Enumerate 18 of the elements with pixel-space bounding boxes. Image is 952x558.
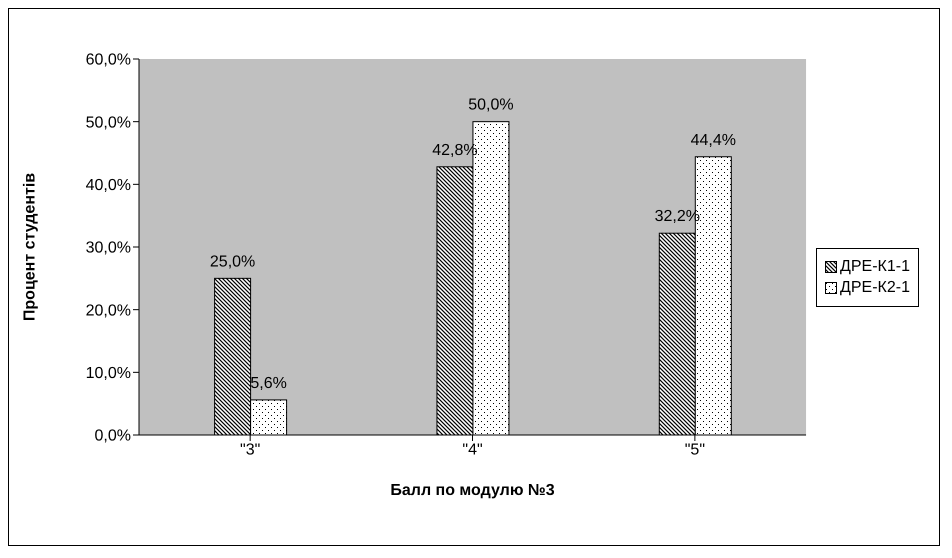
data-label: 44,4% — [690, 132, 736, 149]
legend-label: ДРЕ-К2-1 — [840, 278, 910, 296]
x-tick-label: "5" — [684, 441, 706, 458]
x-axis-title: Балл по модулю №3 — [390, 482, 555, 499]
x-tick-label: "4" — [462, 441, 483, 458]
y-axis-title: Процент студентів — [22, 172, 39, 322]
data-label: 50,0% — [468, 96, 514, 114]
data-label: 5,6% — [250, 374, 287, 392]
y-tick-label: 0,0% — [94, 428, 131, 445]
y-tick-label: 50,0% — [86, 114, 131, 132]
y-tick-label: 20,0% — [86, 302, 131, 320]
y-tick-label: 60,0% — [86, 52, 131, 69]
data-label: 25,0% — [210, 253, 256, 270]
y-tick-label: 40,0% — [86, 177, 131, 194]
y-tick-label: 30,0% — [86, 240, 131, 257]
y-tick-label: 10,0% — [86, 365, 131, 382]
x-tick-label: "3" — [240, 441, 260, 458]
legend-label: ДРЕ-К1-1 — [840, 258, 910, 276]
